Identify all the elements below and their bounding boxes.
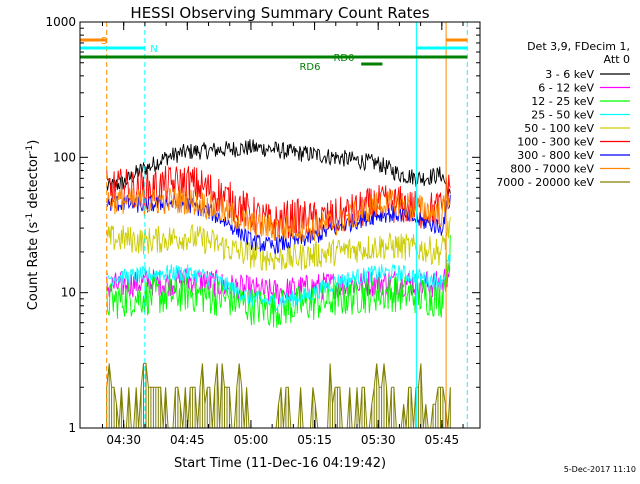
series-line-7 (106, 187, 451, 243)
legend-label-5: 100 - 300 keV (517, 136, 594, 149)
plot-frame (79, 21, 481, 429)
y-tick-label-3: 1000 (45, 15, 76, 29)
legend-label-3: 25 - 50 keV (531, 109, 594, 122)
flag-label-s: S (101, 36, 107, 47)
flag-label-rd0: RD0 (333, 53, 354, 64)
legend-label-2: 12 - 25 keV (531, 95, 594, 108)
flag-layer: S N RD0 RD6 (80, 36, 468, 73)
x-tick-label-3: 05:15 (297, 433, 332, 447)
x-tick-label-0: 04:30 (106, 433, 141, 447)
y-tick-label-2: 100 (53, 150, 76, 164)
series-line-3 (106, 254, 451, 311)
series-3 (106, 254, 451, 311)
legend-label-0: 3 - 6 keV (545, 68, 594, 81)
series-line-8 (106, 362, 451, 429)
x-tick-label-4: 05:30 (361, 433, 396, 447)
series-layer (106, 139, 451, 429)
series-8 (106, 362, 451, 429)
series-5 (106, 165, 451, 242)
x-tick-label-5: 05:45 (425, 433, 460, 447)
series-7 (106, 187, 451, 243)
y-axis-label-part-5: ) (26, 140, 41, 145)
legend-label-7: 800 - 7000 keV (510, 163, 594, 176)
flag-label-n: N (150, 44, 157, 55)
y-axis-label-part-4: -1 (25, 145, 35, 154)
series-line-5 (106, 165, 451, 242)
series-4 (106, 216, 451, 271)
legend-label-1: 6 - 12 keV (538, 82, 594, 95)
chart-title: HESSI Observing Summary Count Rates (130, 4, 429, 22)
x-axis: 04:30 04:45 05:00 05:15 05:30 05:45 (101, 22, 464, 447)
footer-timestamp: 5-Dec-2017 11:10 (564, 465, 636, 474)
legend-header-line-2: Att 0 (604, 53, 630, 66)
y-axis-label-part-3: detector (26, 153, 41, 213)
y-tick-label-0: 1 (68, 421, 76, 435)
x-axis-label: Start Time (11-Dec-16 04:19:42) (174, 456, 386, 471)
series-0 (106, 139, 451, 199)
x-tick-label-2: 05:00 (234, 433, 269, 447)
legend-label-4: 50 - 100 keV (524, 122, 594, 135)
y-axis-label-part-2: -1 (25, 213, 35, 222)
legend-label-8: 7000 - 20000 keV (496, 176, 594, 189)
series-line-2 (106, 234, 451, 329)
series-line-0 (106, 139, 451, 199)
series-line-4 (106, 216, 451, 271)
legend-header-line-1: Det 3,9, FDecim 1, (527, 40, 630, 53)
series-2 (106, 234, 451, 329)
y-axis-label: Count Rate (s-1 detector-1) (25, 140, 41, 311)
y-tick-label-1: 10 (61, 286, 76, 300)
x-tick-label-1: 04:45 (170, 433, 205, 447)
flag-label-rd6: RD6 (299, 62, 320, 73)
y-axis-label-part-1: Count Rate (s (26, 222, 41, 311)
legend-label-6: 300 - 800 keV (517, 149, 594, 162)
y-axis: 1 10 100 1000 (45, 15, 480, 435)
